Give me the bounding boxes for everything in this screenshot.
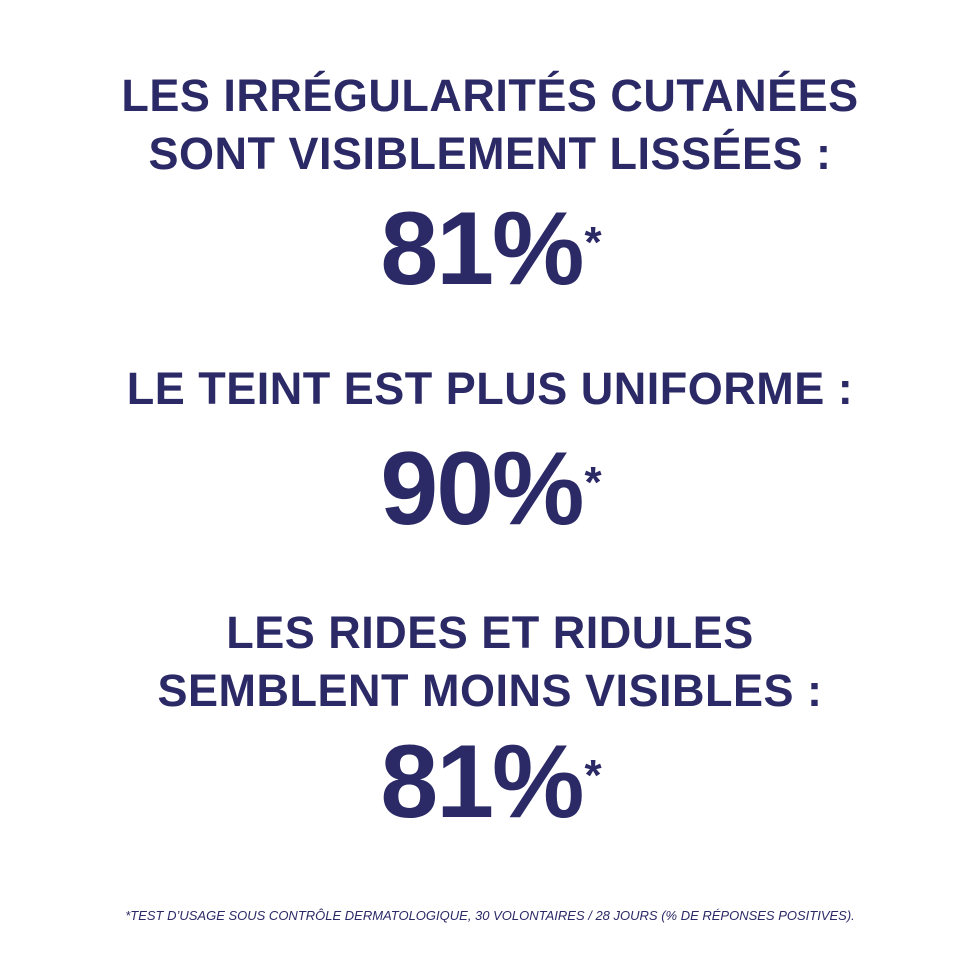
claim-block-wrinkles: LES RIDES ET RIDULES SEMBLENT MOINS VISI… (0, 604, 980, 834)
claim-block-smoothing: LES IRRÉGULARITÉS CUTANÉES SONT VISIBLEM… (0, 67, 980, 301)
claim-heading-line: SEMBLENT MOINS VISIBLES : (157, 665, 823, 716)
claim-value: 81% (380, 191, 584, 307)
claim-heading-line: LE TEINT EST PLUS UNIFORME : (126, 363, 854, 414)
claim-block-even-tone: LE TEINT EST PLUS UNIFORME : 90%* (0, 360, 980, 541)
footnote-text: *TEST D’USAGE SOUS CONTRÔLE DERMATOLOGIQ… (125, 908, 855, 923)
footnote-marker: * (584, 458, 602, 507)
claim-value: 90% (380, 431, 584, 547)
claim-heading-line: LES RIDES ET RIDULES (226, 607, 754, 658)
claim-percentage: 81%* (0, 197, 980, 301)
claim-percentage: 90%* (0, 437, 980, 541)
footnote-marker: * (584, 218, 602, 267)
claim-percentage: 81%* (0, 730, 980, 834)
claim-value: 81% (380, 724, 584, 840)
claim-heading-line: SONT VISIBLEMENT LISSÉES : (148, 128, 832, 179)
footnote-marker: * (584, 751, 602, 800)
claim-heading-line: LES IRRÉGULARITÉS CUTANÉES (121, 70, 859, 121)
